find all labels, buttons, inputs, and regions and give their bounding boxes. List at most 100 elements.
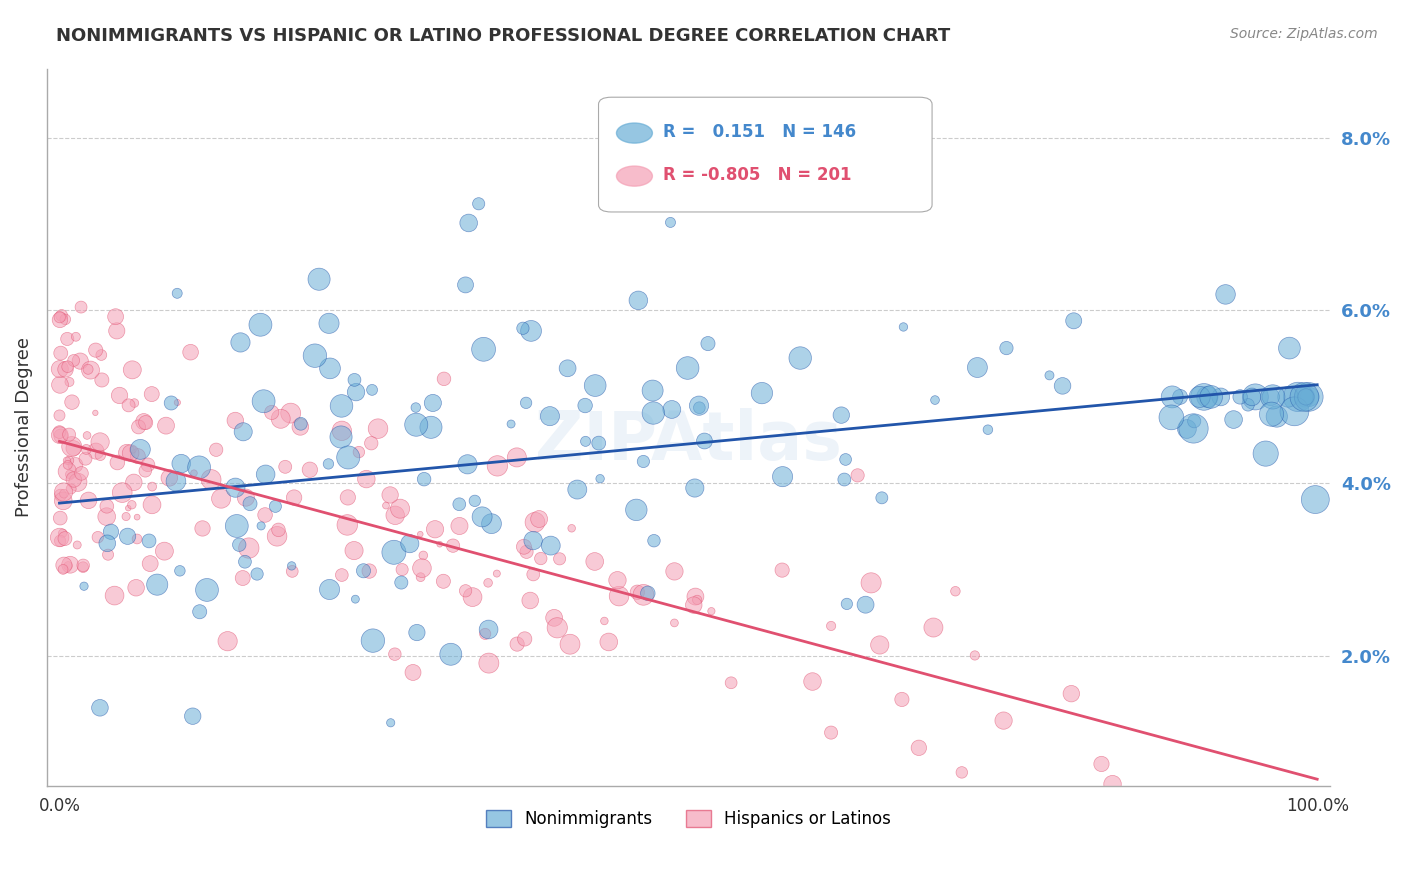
Point (513, 632, 536, 646)
Point (693, 434, 716, 448)
Point (166, 395, 188, 409)
Point (389, 501, 412, 516)
Point (49, 429, 72, 443)
Point (626, 585, 648, 599)
Point (449, 519, 471, 533)
Point (519, 593, 541, 607)
Point (70, 467, 93, 481)
Point (217, 634, 239, 648)
Point (343, 373, 366, 387)
Point (626, 503, 648, 517)
Point (1254, 447, 1277, 461)
Point (893, 320, 915, 334)
Point (870, 491, 893, 505)
Point (55, 362, 77, 376)
Point (375, 499, 398, 513)
Point (924, 393, 946, 408)
Point (890, 692, 912, 706)
Point (950, 765, 973, 780)
Point (423, 522, 446, 536)
Point (515, 545, 537, 559)
Point (191, 521, 214, 535)
Point (540, 539, 562, 553)
Point (384, 508, 406, 523)
Point (548, 552, 571, 566)
Point (65, 330, 87, 344)
Point (318, 582, 340, 597)
Point (48, 409, 70, 423)
Point (336, 491, 359, 505)
Point (122, 475, 145, 490)
Point (513, 540, 536, 554)
Point (1188, 390, 1211, 404)
Point (124, 396, 146, 410)
Point (361, 633, 384, 648)
Point (697, 336, 720, 351)
Point (141, 387, 163, 401)
Point (1260, 407, 1282, 421)
Point (125, 532, 148, 546)
Point (606, 573, 628, 587)
Point (361, 383, 384, 397)
Point (543, 611, 565, 625)
Point (846, 468, 869, 483)
Point (49, 428, 72, 442)
Text: R = -0.805   N = 201: R = -0.805 N = 201 (662, 166, 851, 184)
Text: Source: ZipAtlas.com: Source: ZipAtlas.com (1230, 27, 1378, 41)
Point (51, 309, 73, 323)
Point (127, 449, 149, 463)
Point (84, 444, 107, 458)
Point (801, 674, 824, 689)
Point (283, 491, 305, 505)
Point (132, 415, 155, 429)
Point (501, 417, 523, 431)
Point (157, 471, 180, 485)
Point (682, 598, 704, 612)
Point (593, 614, 616, 628)
Point (789, 351, 811, 365)
Point (141, 498, 163, 512)
Point (413, 472, 436, 486)
Point (69, 354, 91, 368)
Point (266, 529, 288, 543)
Point (52, 494, 75, 508)
Point (160, 396, 183, 410)
Point (412, 549, 434, 563)
Point (330, 399, 353, 413)
Point (574, 434, 596, 449)
Point (520, 324, 543, 338)
Point (76, 428, 98, 442)
Point (280, 558, 302, 573)
Point (53, 312, 76, 326)
Point (319, 361, 342, 376)
Point (274, 459, 297, 474)
Point (49, 377, 72, 392)
Point (330, 568, 353, 582)
Point (506, 450, 529, 465)
Point (688, 399, 710, 413)
Point (512, 321, 534, 335)
Point (834, 452, 856, 467)
Point (344, 592, 367, 607)
Point (422, 396, 444, 410)
Point (561, 521, 583, 535)
Point (908, 740, 931, 755)
Point (440, 647, 463, 661)
Point (225, 519, 247, 533)
Point (169, 564, 191, 578)
Point (420, 420, 443, 434)
Point (359, 564, 381, 578)
Point (100, 524, 122, 539)
Point (105, 456, 128, 470)
Point (633, 588, 655, 602)
Point (1160, 410, 1182, 425)
Point (117, 398, 139, 412)
Point (751, 386, 773, 401)
Point (770, 563, 793, 577)
Point (432, 574, 454, 589)
Point (60, 395, 83, 409)
Point (52, 526, 75, 541)
Point (62, 441, 84, 455)
Point (963, 648, 986, 663)
Point (170, 457, 193, 471)
